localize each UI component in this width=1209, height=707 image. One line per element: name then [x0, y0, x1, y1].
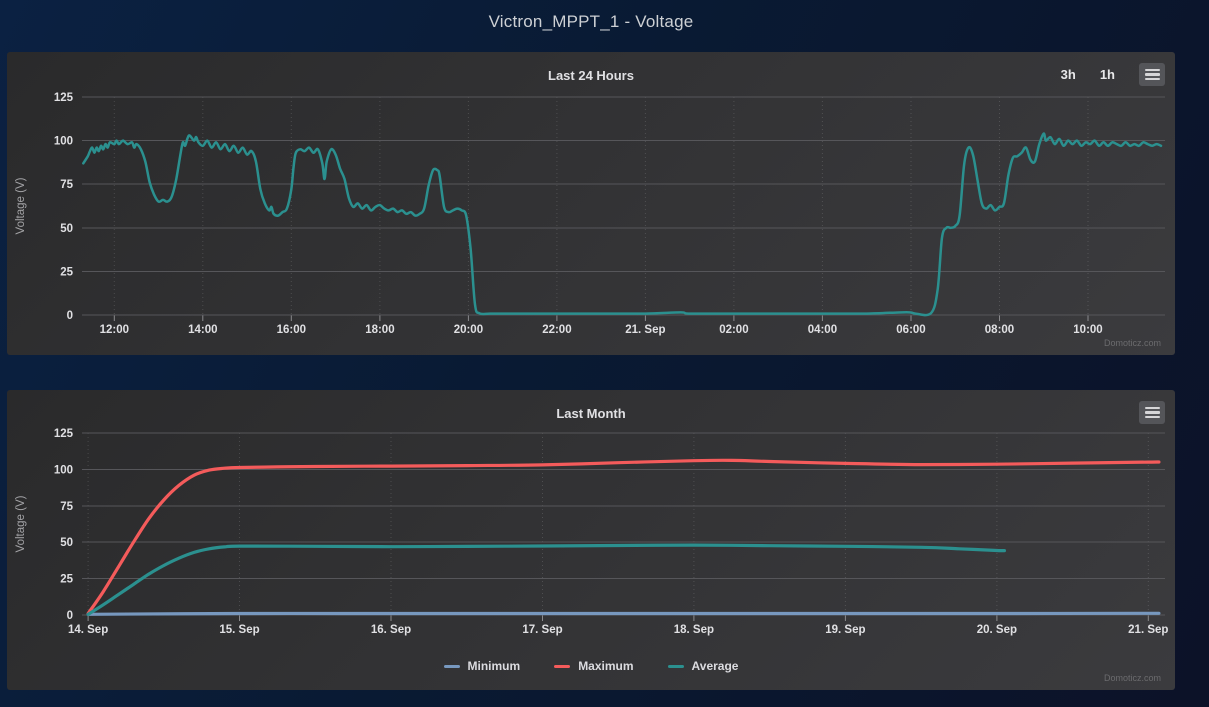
y-axis-title: Voltage (V)	[15, 495, 27, 552]
series-line-minimum[interactable]	[86, 611, 1161, 616]
legend-label: Average	[691, 659, 739, 673]
x-axis-tick-label: 20:00	[454, 324, 483, 336]
y-axis-tick-label: 0	[67, 610, 73, 622]
last-month-chart: 14. Sep 15. Sep 16. Sep 17. Sep 18. Sep 19. S…	[15, 428, 1168, 636]
x-axis-tick-label: 21. Sep	[625, 324, 665, 336]
x-axis-tick-label: 16:00	[277, 324, 306, 336]
y-axis-tick-label: 125	[54, 92, 74, 104]
x-axis-tick-label: 17. Sep	[522, 624, 562, 636]
y-axis-tick-label: 25	[60, 574, 73, 586]
y-axis-tick-label: 125	[54, 428, 74, 440]
range-3h-button[interactable]: 3h	[1060, 67, 1076, 82]
hamburger-menu-icon[interactable]	[1139, 401, 1165, 424]
y-axis-tick-label: 50	[60, 537, 73, 549]
x-axis-tick-label: 18:00	[365, 324, 394, 336]
series-line-maximum[interactable]	[86, 458, 1161, 616]
x-axis-tick-label: 16. Sep	[371, 624, 411, 636]
legend-label: Maximum	[578, 659, 634, 673]
page-title: Victron_MPPT_1 - Voltage	[488, 12, 694, 31]
x-axis-tick-label: 15. Sep	[219, 624, 259, 636]
series-line-voltage[interactable]	[82, 132, 1163, 317]
y-axis-tick-label: 0	[67, 310, 73, 322]
x-axis-tick-label: 19. Sep	[825, 624, 865, 636]
y-axis-tick-label: 50	[60, 223, 73, 235]
hamburger-bar	[1144, 73, 1160, 76]
x-axis-tick-label: 21. Sep	[1128, 624, 1168, 636]
chart-toolbar	[1139, 401, 1165, 424]
legend-item-maximum[interactable]: Maximum	[554, 659, 634, 673]
chart-panel-last-month: 14. Sep 15. Sep 16. Sep 17. Sep 18. Sep 19. S…	[7, 390, 1175, 690]
legend-item-average[interactable]: Average	[667, 659, 739, 673]
legend-label: Minimum	[467, 659, 521, 673]
chart-legend: Minimum Maximum Average	[7, 659, 1175, 673]
y-axis-tick-label: 100	[54, 136, 73, 148]
y-axis-title: Voltage (V)	[15, 177, 27, 234]
series-line-average[interactable]	[86, 543, 1006, 616]
chart-title: Last 24 Hours	[548, 68, 634, 83]
y-axis-tick-label: 25	[60, 266, 73, 278]
chart-title: Last Month	[556, 406, 626, 421]
credits-link[interactable]: Domoticz.com	[1103, 673, 1161, 683]
x-axis-tick-label: 22:00	[542, 324, 571, 336]
x-axis-tick-label: 14. Sep	[68, 624, 108, 636]
x-axis-tick-label: 06:00	[896, 324, 925, 336]
hamburger-bar	[1144, 77, 1160, 81]
y-axis-tick-label: 75	[60, 179, 73, 191]
x-axis-tick-label: 18. Sep	[674, 624, 714, 636]
x-axis-tick-label: 08:00	[985, 324, 1014, 336]
chart-toolbar: 3h 1h	[1061, 63, 1165, 86]
y-axis-tick-label: 100	[54, 464, 73, 476]
maximum-line-swatch	[554, 664, 571, 668]
x-axis-tick-label: 20. Sep	[977, 624, 1017, 636]
y-axis-tick-label: 75	[60, 501, 73, 513]
x-axis-tick-label: 14:00	[188, 324, 217, 336]
minimum-line-swatch	[443, 664, 460, 668]
x-axis-tick-label: 12:00	[100, 324, 129, 336]
credits-link[interactable]: Domoticz.com	[1103, 338, 1161, 348]
average-line-swatch	[667, 664, 684, 668]
hamburger-menu-icon[interactable]	[1139, 63, 1165, 86]
hamburger-bar	[1144, 406, 1160, 410]
x-axis-tick-label: 04:00	[808, 324, 837, 336]
x-axis-tick-label: 10:00	[1073, 324, 1102, 336]
legend-item-minimum[interactable]: Minimum	[443, 659, 521, 673]
last-24-hours-chart: 12:00 14:00 16:00 18:00 20:00 22:00 21. Sep 02:…	[15, 92, 1165, 336]
hamburger-bar	[1144, 415, 1160, 419]
x-axis-tick-label: 02:00	[719, 324, 748, 336]
hamburger-bar	[1144, 411, 1160, 414]
range-1h-button[interactable]: 1h	[1099, 67, 1115, 82]
hamburger-bar	[1144, 68, 1160, 72]
chart-panel-last-24-hours: 12:00 14:00 16:00 18:00 20:00 22:00 21. Sep 02:…	[7, 52, 1175, 355]
